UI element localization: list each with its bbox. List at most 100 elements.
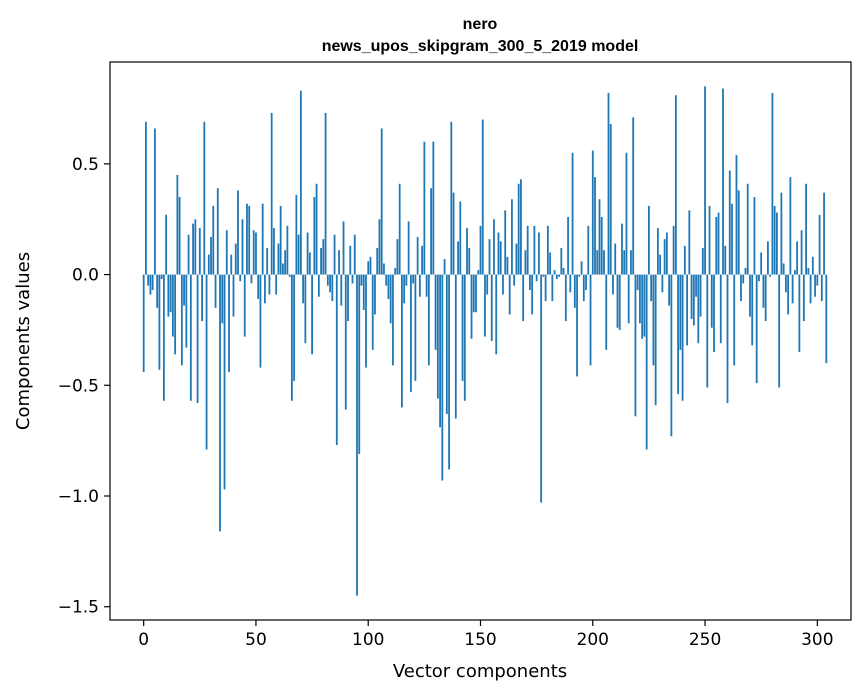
bar	[762, 274, 765, 308]
bar	[546, 225, 549, 275]
bar	[791, 274, 794, 304]
bar	[174, 274, 177, 355]
bar-series	[142, 86, 828, 596]
bar	[708, 205, 711, 275]
bar	[529, 274, 531, 291]
bar	[257, 274, 260, 299]
bar	[207, 254, 210, 275]
plot-frame	[109, 61, 852, 621]
bar	[183, 274, 185, 306]
bar	[196, 274, 199, 403]
bar	[187, 234, 190, 275]
bar	[717, 212, 720, 275]
y-tick-label: 0.0	[72, 266, 99, 286]
bar	[295, 194, 298, 275]
bar	[434, 274, 437, 350]
bar	[468, 248, 471, 275]
bar	[176, 174, 179, 275]
bar	[645, 274, 648, 450]
bar	[356, 274, 358, 596]
bar	[365, 274, 367, 368]
bar	[472, 274, 475, 313]
bar	[818, 214, 821, 275]
bar	[742, 274, 745, 284]
bar	[329, 274, 331, 293]
x-tick-label: 250	[689, 630, 721, 650]
bar	[670, 274, 673, 437]
bar	[625, 152, 628, 275]
bar	[203, 121, 206, 275]
bar	[636, 274, 639, 291]
bar	[724, 245, 727, 275]
bar	[776, 212, 778, 275]
bar	[387, 274, 390, 299]
x-tick-label: 50	[245, 630, 267, 650]
bar	[162, 274, 165, 401]
bar	[425, 274, 428, 297]
bar	[389, 274, 392, 324]
bar	[511, 199, 513, 275]
bar	[371, 274, 374, 350]
bar	[814, 274, 816, 297]
bar	[744, 267, 747, 275]
bar	[185, 274, 188, 348]
bar	[520, 179, 522, 275]
bar	[661, 274, 664, 293]
bar	[663, 239, 666, 275]
x-tick-label: 100	[352, 630, 384, 650]
bar	[284, 250, 287, 275]
bar	[690, 274, 693, 319]
bar	[459, 201, 462, 275]
bar	[809, 274, 812, 304]
bar	[524, 250, 527, 275]
bar	[241, 219, 244, 275]
bar	[515, 243, 518, 275]
bar	[416, 236, 419, 275]
bar	[481, 119, 484, 275]
bar	[706, 274, 709, 388]
x-axis-ticks: 0 50 100 150 200 250 300	[138, 620, 834, 650]
y-axis-label: Components values	[13, 252, 34, 430]
bar	[713, 274, 715, 353]
bar	[475, 274, 477, 313]
bar	[443, 259, 446, 275]
bar	[147, 274, 150, 286]
bar	[308, 252, 311, 275]
bar	[499, 241, 502, 275]
bar	[484, 274, 486, 337]
bar	[385, 274, 388, 286]
bar	[726, 274, 729, 403]
bar	[403, 274, 406, 304]
bar	[288, 274, 291, 277]
bar	[533, 225, 536, 275]
bar	[585, 274, 587, 291]
bar	[342, 221, 345, 275]
bar	[477, 270, 480, 275]
bar	[820, 274, 823, 302]
bar	[773, 205, 776, 275]
bar	[407, 221, 410, 275]
bar	[315, 183, 318, 275]
bar	[234, 243, 237, 275]
bar	[466, 228, 468, 275]
bar	[192, 223, 194, 275]
bar	[156, 274, 159, 308]
bar	[778, 274, 781, 388]
y-axis-ticks: −1.5 −1.0 −0.5 0.0 0.5	[58, 155, 110, 618]
bar	[560, 248, 563, 275]
bar	[659, 254, 662, 275]
bar	[551, 274, 554, 302]
bar	[194, 219, 197, 275]
bar	[627, 274, 630, 324]
bar	[555, 274, 558, 279]
bar	[311, 274, 313, 355]
bar	[793, 270, 796, 275]
bar	[401, 274, 403, 408]
bar	[780, 192, 783, 275]
bar	[412, 274, 415, 284]
x-tick-label: 200	[577, 630, 609, 650]
bar	[672, 225, 675, 275]
bar	[697, 274, 700, 344]
bar	[751, 274, 754, 346]
bar	[544, 274, 547, 302]
